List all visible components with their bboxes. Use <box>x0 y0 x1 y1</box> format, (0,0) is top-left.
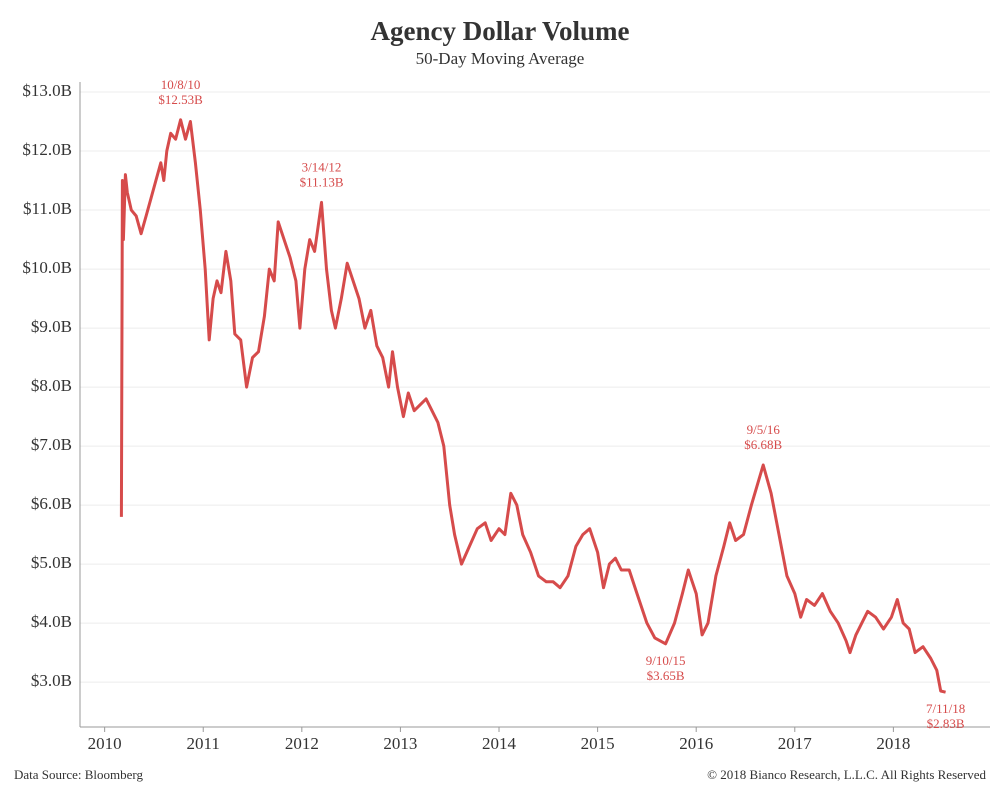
annotation-date: 9/5/16 <box>747 422 781 437</box>
y-tick-label: $8.0B <box>31 376 72 395</box>
x-tick-label: 2016 <box>679 734 713 753</box>
annotation-date: 3/14/12 <box>302 159 342 174</box>
y-tick-label: $9.0B <box>31 317 72 336</box>
chart-subtitle: 50-Day Moving Average <box>416 49 585 68</box>
copyright: © 2018 Bianco Research, L.L.C. All Right… <box>707 767 986 782</box>
annotation-value: $2.83B <box>927 716 965 731</box>
annotation-date: 7/11/18 <box>926 701 965 716</box>
x-tick-label: 2012 <box>285 734 319 753</box>
series-line <box>119 118 946 694</box>
x-tick-label: 2015 <box>581 734 615 753</box>
x-tick-label: 2013 <box>383 734 417 753</box>
y-tick-label: $12.0B <box>22 140 72 159</box>
x-tick-label: 2014 <box>482 734 517 753</box>
x-tick-label: 2018 <box>876 734 910 753</box>
x-tick-label: 2017 <box>778 734 813 753</box>
y-tick-label: $5.0B <box>31 553 72 572</box>
y-tick-label: $7.0B <box>31 435 72 454</box>
y-tick-label: $4.0B <box>31 612 72 631</box>
x-tick-label: 2010 <box>88 734 122 753</box>
y-tick-label: $6.0B <box>31 494 72 513</box>
annotation-value: $6.68B <box>744 437 782 452</box>
annotation-value: $3.65B <box>647 668 685 683</box>
y-tick-label: $11.0B <box>23 199 72 218</box>
annotation-value: $12.53B <box>158 92 203 107</box>
source: Data Source: Bloomberg <box>14 767 144 782</box>
y-tick-label: $10.0B <box>22 258 72 277</box>
x-tick-label: 2011 <box>187 734 220 753</box>
y-tick-label: $13.0B <box>22 81 72 100</box>
annotation-date: 10/8/10 <box>161 77 201 92</box>
y-tick-label: $3.0B <box>31 671 72 690</box>
chart-title: Agency Dollar Volume <box>370 16 629 46</box>
annotation-value: $11.13B <box>300 174 344 189</box>
annotation-date: 9/10/15 <box>646 653 686 668</box>
